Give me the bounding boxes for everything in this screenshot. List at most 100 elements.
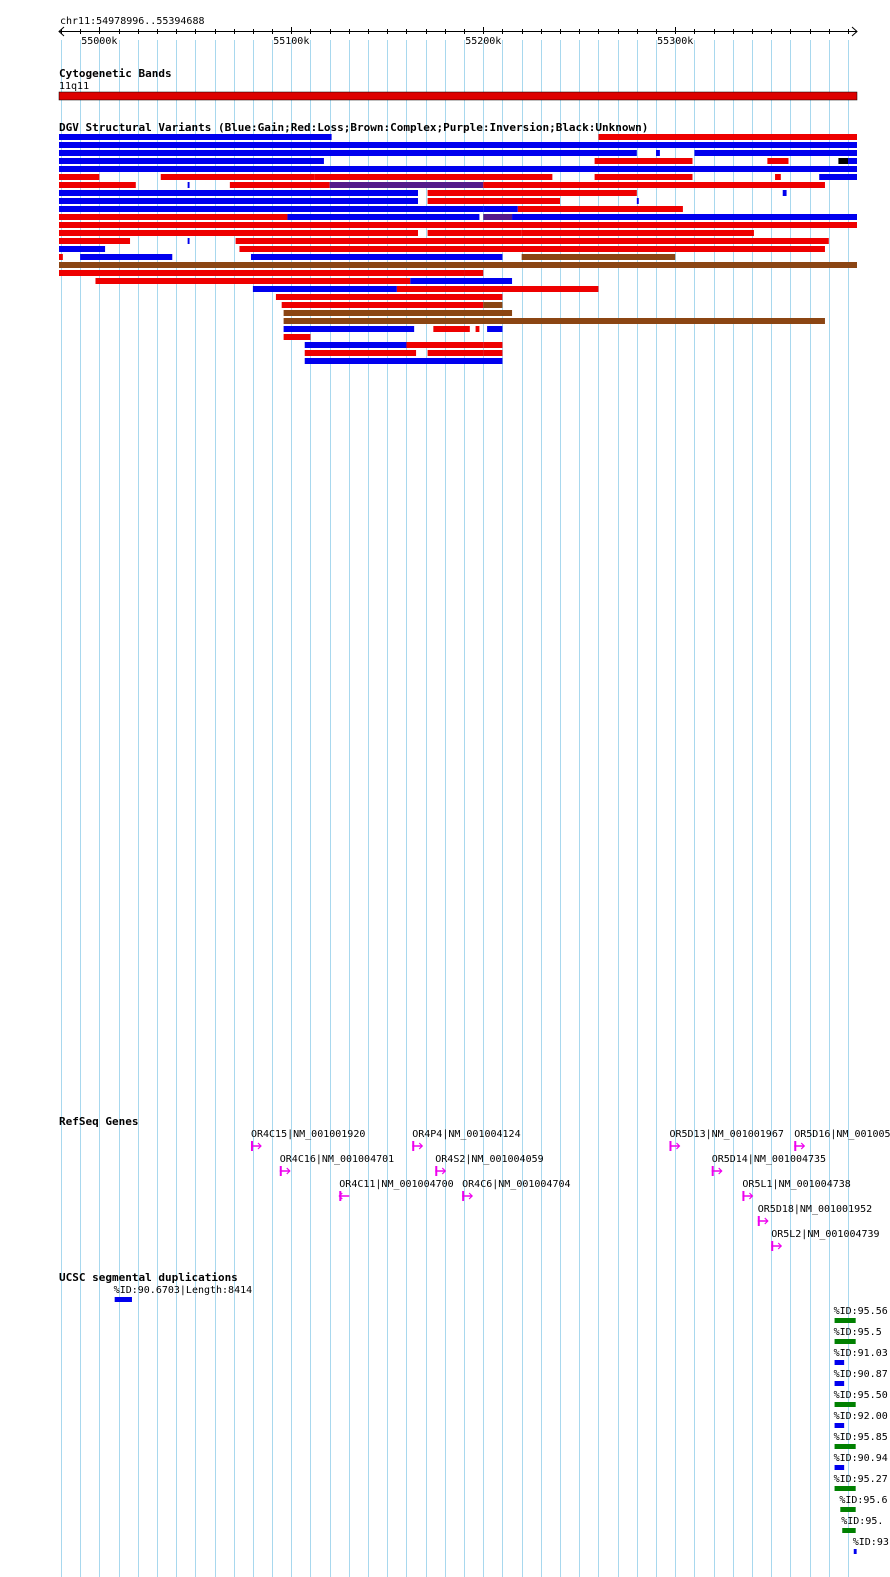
refseq-gene[interactable]: OR5D14|NM_001004735 <box>711 1154 826 1176</box>
dgv-variant[interactable] <box>283 334 311 340</box>
dgv-variant[interactable] <box>283 310 513 316</box>
dgv-variant[interactable] <box>80 254 173 260</box>
dgv-variant[interactable] <box>410 278 513 284</box>
dgv-variant[interactable] <box>59 142 857 148</box>
dgv-variant[interactable] <box>304 350 417 356</box>
dgv-variant[interactable] <box>406 342 484 348</box>
refseq-gene[interactable]: OR4C15|NM_001001920 <box>250 1129 365 1151</box>
dgv-variant[interactable] <box>59 230 418 236</box>
dgv-variant[interactable] <box>636 198 639 204</box>
dgv-variant[interactable] <box>59 270 465 276</box>
dgv-variant[interactable] <box>594 158 693 164</box>
segdup-item[interactable]: %ID:92.00 <box>834 1411 888 1428</box>
dgv-variant[interactable] <box>187 238 190 244</box>
refseq-gene[interactable]: OR5L2|NM_001004739 <box>771 1229 880 1251</box>
segdup-item[interactable]: %ID:95.5 <box>834 1327 882 1344</box>
dgv-variant[interactable] <box>483 206 518 212</box>
refseq-gene[interactable]: OR5L1|NM_001004738 <box>742 1179 851 1201</box>
cytoband-11q11[interactable] <box>58 91 858 101</box>
dgv-variant[interactable] <box>517 206 683 212</box>
dgv-variant[interactable] <box>521 254 676 260</box>
dgv-variant[interactable] <box>59 150 637 156</box>
dgv-variant[interactable] <box>239 246 825 252</box>
dgv-variant[interactable] <box>59 246 106 252</box>
refseq-gene[interactable]: OR4S2|NM_001004059 <box>435 1154 544 1176</box>
segdup-item[interactable]: %ID:91.03 <box>834 1348 888 1365</box>
dgv-variant[interactable] <box>59 262 857 268</box>
dgv-variant[interactable] <box>489 198 561 204</box>
segdup-item[interactable]: %ID:95.85 <box>834 1432 888 1449</box>
dgv-variant[interactable] <box>304 358 503 364</box>
refseq-gene[interactable]: OR5D18|NM_001001952 <box>757 1204 872 1226</box>
dgv-variant[interactable] <box>433 326 470 332</box>
dgv-variant[interactable] <box>235 238 829 244</box>
dgv-variant[interactable] <box>396 286 599 292</box>
dgv-variant[interactable] <box>250 254 503 260</box>
dgv-variant[interactable] <box>287 214 480 220</box>
dgv-variant[interactable] <box>229 182 330 188</box>
dgv-variant[interactable] <box>283 326 415 332</box>
dgv-variant[interactable] <box>427 350 484 356</box>
dgv-variant[interactable] <box>304 342 407 348</box>
dgv-variant[interactable] <box>848 158 857 164</box>
segdup-item[interactable]: %ID:95.50 <box>834 1390 888 1407</box>
dgv-variant[interactable] <box>598 134 857 140</box>
dgv-variant[interactable] <box>838 158 849 164</box>
dgv-variant[interactable] <box>775 174 781 180</box>
refseq-gene[interactable]: OR4C6|NM_001004704 <box>462 1179 571 1201</box>
dgv-variant[interactable] <box>59 174 100 180</box>
dgv-variant[interactable] <box>275 294 503 300</box>
dgv-variant[interactable] <box>594 174 693 180</box>
dgv-variant[interactable] <box>427 190 637 196</box>
dgv-variant[interactable] <box>483 342 503 348</box>
dgv-variant[interactable] <box>59 190 418 196</box>
dgv-variant[interactable] <box>95 278 411 284</box>
dgv-variant[interactable] <box>483 182 825 188</box>
dgv-variant[interactable] <box>59 198 418 204</box>
dgv-variant[interactable] <box>694 150 857 156</box>
dgv-variant[interactable] <box>59 206 484 212</box>
dgv-variant[interactable] <box>59 182 136 188</box>
dgv-variant[interactable] <box>314 174 553 180</box>
dgv-variant[interactable] <box>427 230 522 236</box>
dgv-variant[interactable] <box>512 214 857 220</box>
refseq-gene[interactable]: OR4C11|NM_001004700 <box>338 1179 454 1201</box>
dgv-variant[interactable] <box>59 254 63 260</box>
dgv-variant[interactable] <box>329 182 484 188</box>
dgv-variant[interactable] <box>281 302 484 308</box>
segdup-item[interactable]: %ID:90.94 <box>834 1453 888 1470</box>
dgv-variant[interactable] <box>59 238 131 244</box>
dgv-variant[interactable] <box>187 182 190 188</box>
refseq-gene[interactable]: OR5D16|NM_001005496 <box>794 1129 890 1151</box>
segdup-item[interactable]: %ID:90.87 <box>834 1369 888 1386</box>
dgv-variant[interactable] <box>59 214 288 220</box>
dgv-variant[interactable] <box>252 286 397 292</box>
dgv-variant[interactable] <box>819 174 857 180</box>
dgv-variant[interactable] <box>782 190 787 196</box>
dgv-variant[interactable] <box>59 166 857 172</box>
dgv-variant[interactable] <box>160 174 315 180</box>
dgv-variant[interactable] <box>656 150 660 156</box>
dgv-variant[interactable] <box>59 222 857 228</box>
segdup-item[interactable]: %ID:95.27 <box>834 1474 888 1491</box>
segdup-item[interactable]: %ID:93 <box>853 1537 889 1554</box>
segdup-item[interactable]: %ID:95.6 <box>839 1495 887 1512</box>
dgv-variant[interactable] <box>483 214 513 220</box>
dgv-variant[interactable] <box>475 326 480 332</box>
segdup-item[interactable]: %ID:90.6703|Length:8414 <box>114 1285 252 1302</box>
dgv-variant[interactable] <box>427 198 490 204</box>
refseq-gene[interactable]: OR5D13|NM_001001967 <box>669 1129 784 1151</box>
segdup-item[interactable]: %ID:95. <box>841 1516 883 1533</box>
dgv-variant[interactable] <box>767 158 789 164</box>
dgv-variant[interactable] <box>521 230 754 236</box>
refseq-gene[interactable]: OR4P4|NM_001004124 <box>412 1129 521 1151</box>
dgv-variant[interactable] <box>487 326 503 332</box>
dgv-variant[interactable] <box>464 270 484 276</box>
dgv-variant[interactable] <box>59 158 324 164</box>
segdup-item[interactable]: %ID:95.56 <box>834 1306 888 1323</box>
dgv-variant[interactable] <box>59 134 332 140</box>
dgv-variant[interactable] <box>283 318 825 324</box>
dgv-variant[interactable] <box>483 302 503 308</box>
dgv-variant[interactable] <box>483 350 503 356</box>
refseq-gene[interactable]: OR4C16|NM_001004701 <box>279 1154 394 1176</box>
